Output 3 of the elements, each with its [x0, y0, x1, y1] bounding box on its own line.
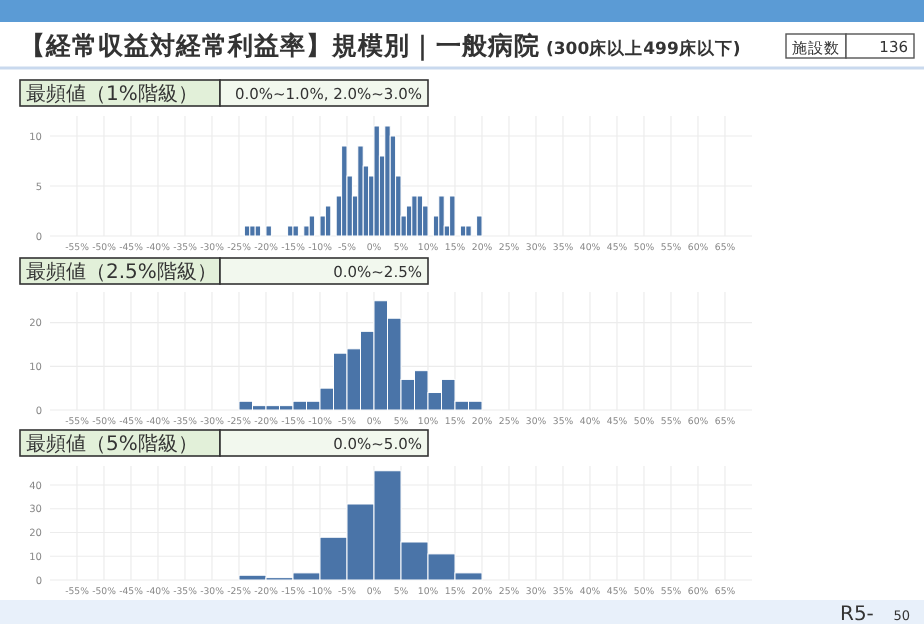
text: R5-	[840, 604, 875, 626]
chart-subtitle: (300床以上499床以下)	[546, 38, 741, 60]
chart-title: 【経常収益対経常利益率】規模別｜一般病院	[20, 30, 540, 60]
